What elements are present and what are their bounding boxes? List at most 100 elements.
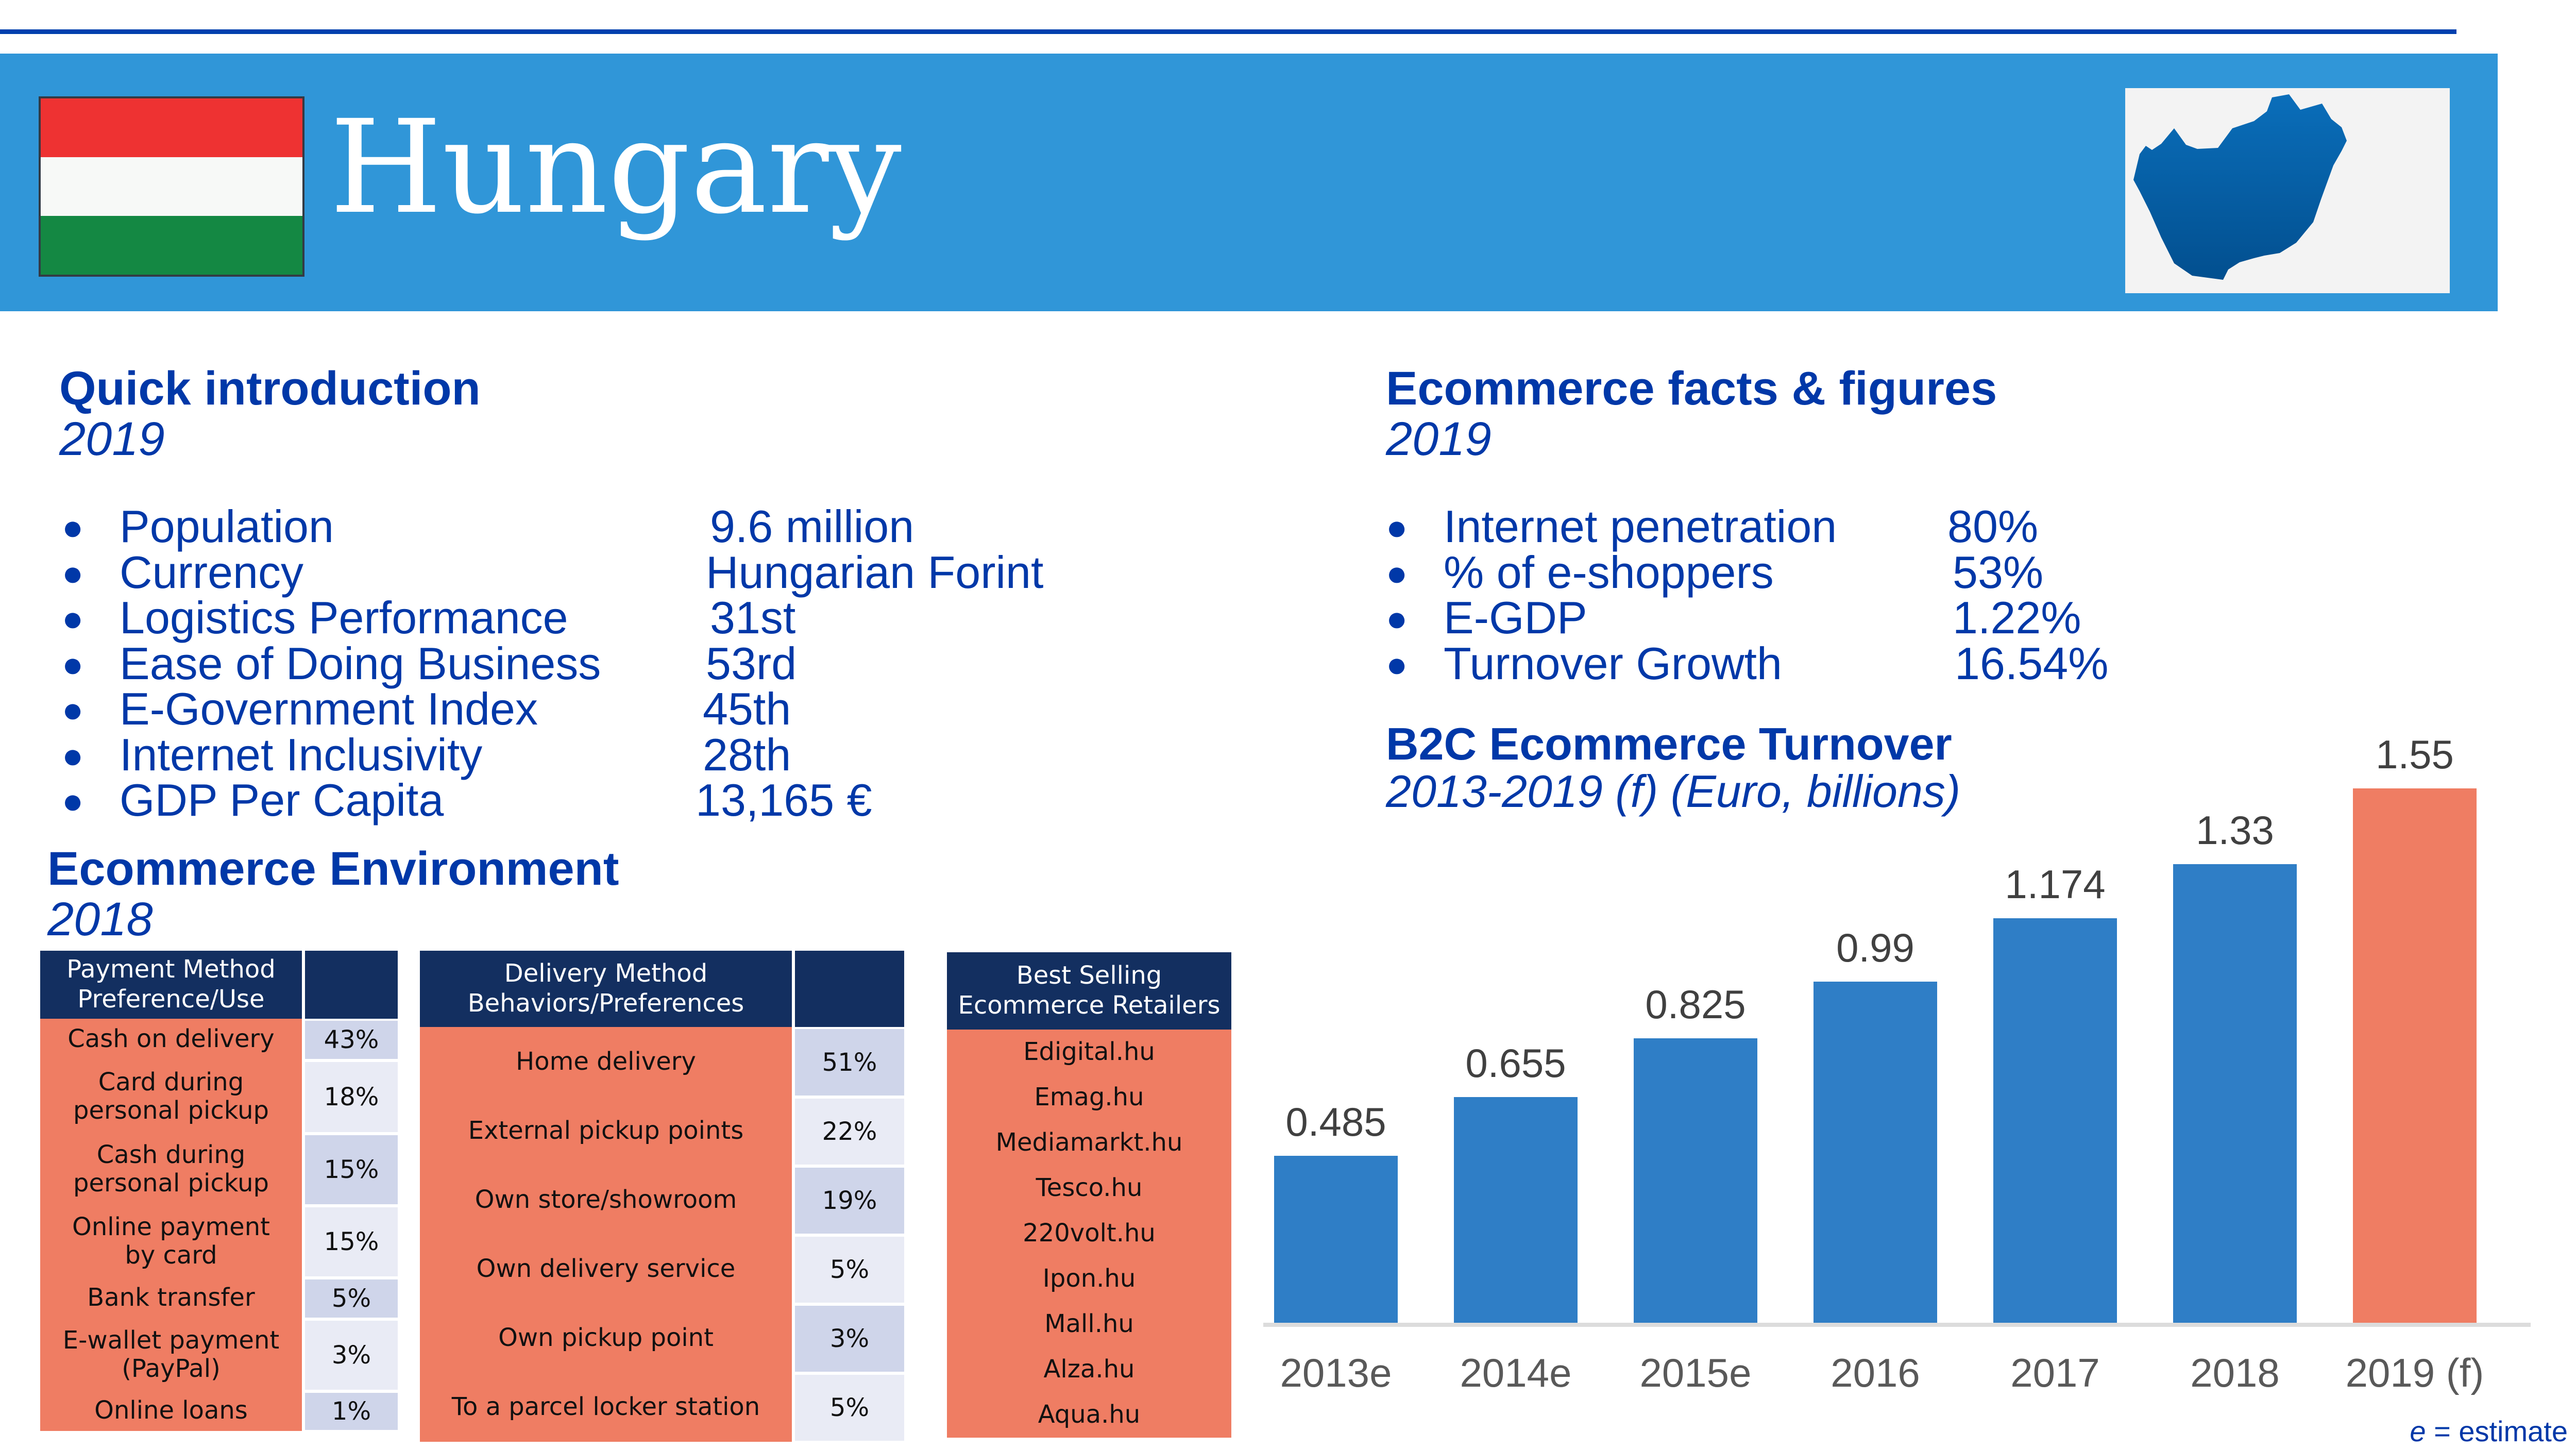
table-row-label: Cash during personal pickup [40, 1133, 302, 1205]
table-row-label: Card during personal pickup [40, 1060, 302, 1133]
chart-subtitle: 2013-2019 (f) (Euro, billions) [1386, 766, 1961, 817]
table-row-value: 5% [305, 1279, 398, 1318]
x-tick-label: 2019 (f) [2345, 1350, 2484, 1395]
table-row-value: 18% [305, 1062, 398, 1132]
ecom-env-title: Ecommerce Environment [47, 843, 619, 895]
list-bullet: ● [62, 507, 84, 547]
list-item-value: 45th [703, 683, 791, 734]
list-item-value: 28th [703, 729, 791, 780]
list-item-label: % of e-shoppers [1444, 546, 1774, 598]
table-row-value: 15% [305, 1135, 398, 1204]
list-item-value: 9.6 million [710, 501, 914, 552]
table-row-value: 5% [795, 1237, 904, 1303]
list-bullet: ● [62, 552, 84, 593]
bar-value-label: 1.33 [2196, 807, 2274, 853]
bar-2014e [1454, 1097, 1578, 1323]
list-item-label: GDP Per Capita [120, 774, 444, 825]
bar-2013e [1274, 1155, 1398, 1323]
ecom-env-year: 2018 [47, 893, 153, 946]
table-row-label: Bank transfer [40, 1277, 302, 1319]
bar-2016 [1814, 981, 1937, 1323]
table-row-label: Ipon.hu [947, 1256, 1231, 1302]
list-bullet: ● [62, 598, 84, 638]
bar-value-label: 0.655 [1465, 1040, 1566, 1086]
table-row-value: 1% [305, 1393, 398, 1430]
x-tick-label: 2014e [1460, 1350, 1572, 1395]
x-tick-label: 2015e [1639, 1350, 1752, 1395]
x-tick-label: 2018 [2190, 1350, 2280, 1395]
list-item-value: Hungarian Forint [706, 546, 1044, 598]
country-title: Hungary [330, 92, 902, 242]
bar-2017 [1993, 918, 2117, 1323]
list-item-label: Logistics Performance [120, 592, 568, 643]
list-bullet: ● [1386, 598, 1408, 638]
list-item-value: 53rd [706, 637, 797, 689]
chart-baseline [1263, 1323, 2531, 1327]
estimate-note-symbol: e [2410, 1415, 2426, 1447]
table-row-label: Own store/showroom [420, 1166, 792, 1235]
estimate-note: e = estimate [2410, 1417, 2568, 1446]
table-row-label: Online payment by card [40, 1205, 302, 1277]
x-tick-label: 2013e [1280, 1350, 1392, 1395]
list-item-value: 80% [1947, 501, 2039, 552]
table-row-value: 3% [305, 1321, 398, 1390]
table-row-label: Online loans [40, 1391, 302, 1431]
bar-value-label: 0.825 [1645, 982, 1746, 1027]
list-item-label: Population [120, 501, 334, 552]
table-header: Payment Method Preference/Use [40, 951, 302, 1019]
list-item-value: 13,165 € [696, 774, 872, 825]
flag-stripe-green [41, 215, 302, 275]
list-item-label: Internet penetration [1444, 501, 1837, 552]
hungary-map-icon [2125, 88, 2450, 293]
chart-title: B2C Ecommerce Turnover [1386, 718, 1952, 769]
list-item-label: E-Government Index [120, 683, 538, 734]
table-row-label: Alza.hu [947, 1347, 1231, 1392]
table-header: Delivery Method Behaviors/Preferences [420, 951, 792, 1027]
table-row-label: Aqua.hu [947, 1392, 1231, 1438]
country-banner [0, 54, 2498, 311]
list-bullet: ● [62, 644, 84, 684]
list-item-value: 53% [1953, 546, 2044, 598]
bar-value-label: 1.174 [2005, 861, 2106, 907]
quick-intro-title: Quick introduction [59, 362, 481, 415]
hungary-flag-icon [39, 96, 304, 277]
table-row-label: Mall.hu [947, 1302, 1231, 1347]
table-row-label: Emag.hu [947, 1075, 1231, 1120]
table-row-label: Tesco.hu [947, 1166, 1231, 1211]
list-bullet: ● [1386, 507, 1408, 547]
bar-value-label: 0.99 [1836, 924, 1914, 970]
table-header-value [305, 951, 398, 1019]
top-rule [0, 29, 2456, 34]
table-row-label: Cash on delivery [40, 1019, 302, 1060]
table-row-value: 51% [795, 1029, 904, 1096]
table-row-label: Home delivery [420, 1027, 792, 1097]
estimate-note-text: = estimate [2426, 1415, 2568, 1447]
list-bullet: ● [62, 689, 84, 730]
table-row-label: Own pickup point [420, 1304, 792, 1373]
table-header: Best Selling Ecommerce Retailers [947, 952, 1231, 1030]
table-row-label: E-wallet payment (PayPal) [40, 1319, 302, 1391]
table-row-label: To a parcel locker station [420, 1373, 792, 1442]
list-item-label: Ease of Doing Business [120, 637, 601, 689]
table-row-label: Edigital.hu [947, 1030, 1231, 1075]
ecom-facts-year: 2019 [1386, 413, 1492, 465]
flag-stripe-white [41, 157, 302, 216]
list-item-value: 1.22% [1953, 592, 2081, 643]
table-row-label: External pickup points [420, 1097, 792, 1166]
table-row-label: 220volt.hu [947, 1211, 1231, 1256]
table-row-value: 3% [795, 1306, 904, 1372]
list-item-label: Internet Inclusivity [120, 729, 483, 780]
table-row-label: Mediamarkt.hu [947, 1120, 1231, 1166]
table-row-value: 22% [795, 1099, 904, 1165]
list-bullet: ● [1386, 552, 1408, 593]
bar-2018 [2173, 864, 2297, 1323]
table-row-value: 15% [305, 1207, 398, 1276]
bar-value-label: 0.485 [1285, 1099, 1386, 1144]
quick-intro-year: 2019 [59, 413, 165, 465]
table-row-value: 5% [795, 1375, 904, 1441]
bar-value-label: 1.55 [2376, 732, 2454, 777]
table-row-value: 43% [305, 1021, 398, 1059]
ecom-facts-title: Ecommerce facts & figures [1386, 362, 1997, 415]
list-bullet: ● [62, 735, 84, 776]
